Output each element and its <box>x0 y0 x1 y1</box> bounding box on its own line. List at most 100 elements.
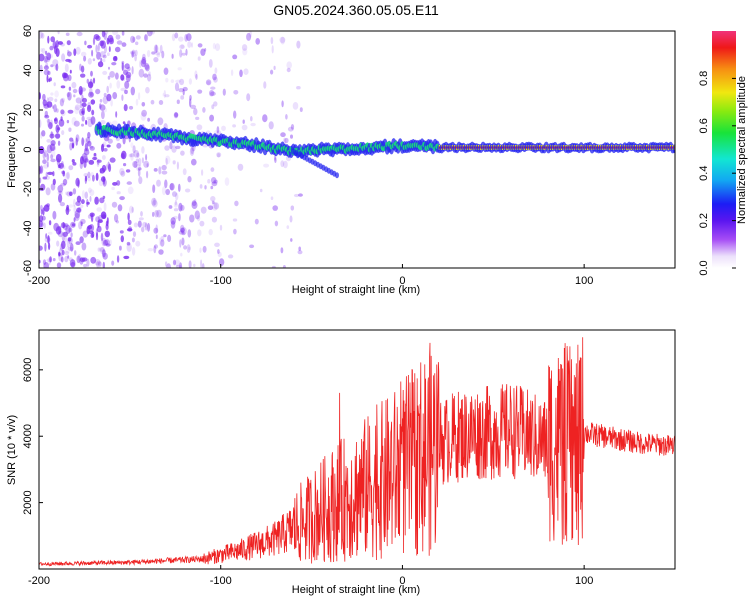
spectrogram-speckle <box>109 82 112 89</box>
spectrogram-speckle <box>232 218 238 222</box>
spectrogram-speckle <box>79 257 84 265</box>
spectrogram-speckle <box>173 201 178 208</box>
spectrogram-speckle <box>296 86 301 90</box>
spectrogram-speckle <box>69 69 72 74</box>
spectrogram-speckle <box>39 119 42 128</box>
spectrogram-speckle <box>91 109 95 116</box>
spectrogram-speckle <box>138 68 145 78</box>
spectrogram-speckle <box>174 112 179 118</box>
spectrogram-speckle <box>173 215 178 220</box>
spectrogram-speckle <box>100 57 103 63</box>
spectrogram-speckle <box>189 214 195 223</box>
spectrogram-speckle <box>189 98 192 107</box>
spectrogram-speckle <box>179 49 183 58</box>
spectrogram-speckle <box>67 92 72 101</box>
spectrogram-speckle <box>284 137 289 144</box>
spectrogram-speckle <box>87 44 93 49</box>
spectrogram-speckle <box>191 201 198 210</box>
spectrogram-speckle <box>180 44 185 49</box>
snr-x-tick-label: -100 <box>210 575 232 587</box>
spectrogram-speckle <box>176 99 180 105</box>
spectrogram-speckle <box>136 164 141 172</box>
spectrogram-speckle <box>97 247 101 252</box>
spectrogram-speckle <box>163 67 169 75</box>
spectrogram-speckle <box>111 201 118 208</box>
spectrogram-speckle <box>42 176 48 180</box>
spectrogram-x-tick-label: 0 <box>399 275 405 287</box>
spectrogram-speckle <box>101 110 105 120</box>
spectrogram-speckle <box>75 46 81 55</box>
spectrogram-speckle <box>270 37 274 45</box>
spectrogram-speckle <box>71 259 75 265</box>
spectrogram-speckle <box>170 220 176 229</box>
spectrogram-speckle <box>50 131 54 136</box>
spectrogram-speckle <box>72 162 77 166</box>
spectrogram-speckle <box>161 164 167 171</box>
spectrogram-speckle <box>222 88 226 96</box>
spectrogram-speckle <box>73 198 76 207</box>
spectrogram-speckle <box>103 92 107 97</box>
spectrogram-speckle <box>101 176 106 182</box>
spectrogram-x-tick-label: -200 <box>28 275 50 287</box>
spectrogram-speckle <box>169 141 173 150</box>
spectrogram-speckle <box>115 72 119 80</box>
spectrogram-speckle <box>41 130 46 137</box>
spectrogram-speckle <box>89 146 95 151</box>
spectrogram-speckle <box>39 177 42 184</box>
spectrogram-speckle <box>70 262 76 268</box>
spectrogram-speckle <box>45 50 48 55</box>
spectrogram-speckle <box>137 220 142 228</box>
spectrogram-speckle <box>121 150 127 160</box>
spectrogram-speckle <box>101 143 105 148</box>
spectrogram-speckle <box>187 41 192 48</box>
spectrogram-speckle <box>109 71 115 78</box>
spectrogram-x-tick-label: -100 <box>210 275 232 287</box>
spectrogram-speckle <box>156 209 162 218</box>
spectrogram-speckle <box>65 224 71 234</box>
spectrogram-speckle <box>167 234 172 242</box>
spectrogram-speckle <box>190 145 194 155</box>
spectrogram-speckle <box>74 212 80 222</box>
spectrogram-speckle <box>90 99 96 105</box>
spectrogram-speckle <box>178 213 181 222</box>
spectrogram-speckle <box>287 126 294 132</box>
spectrogram-speckle <box>112 31 119 36</box>
spectrogram-speckle <box>64 172 70 181</box>
spectrogram-speckle <box>135 240 141 247</box>
spectrogram-speckle <box>173 208 179 212</box>
spectrogram-speckle <box>143 73 148 78</box>
spectrogram-speckle <box>171 53 174 59</box>
spectrogram-speckle <box>39 31 43 39</box>
spectrogram-speckle <box>42 207 45 216</box>
spectrogram-speckle <box>115 220 119 224</box>
spectrogram-speckle <box>86 258 90 267</box>
spectrogram-speckle <box>126 228 133 232</box>
spectrogram-speckle <box>241 124 248 131</box>
spectrogram-speckle <box>154 244 158 249</box>
spectrogram-speckle <box>116 80 121 89</box>
spectrogram-speckle <box>184 34 188 42</box>
spectrogram-speckle <box>230 69 234 76</box>
spectrogram-speckle <box>71 81 77 89</box>
spectrogram-speckle <box>165 155 171 165</box>
spectrogram-y-ticks: -60 -40 -20 0 20 40 60 <box>22 25 43 276</box>
spectrogram-speckle <box>68 59 72 63</box>
spectrogram-speckle <box>189 94 192 101</box>
spectrogram-speckle <box>163 90 166 99</box>
spectrogram-speckle <box>109 157 116 163</box>
spectrogram-speckle <box>101 31 106 38</box>
spectrogram-speckle <box>119 196 125 201</box>
spectrogram-speckle <box>290 134 293 139</box>
spectrogram-speckle <box>120 87 127 92</box>
colorbar-tick-label: 0.4 <box>698 166 710 181</box>
spectrogram-speckle <box>233 228 237 235</box>
spectrogram-speckle <box>76 207 82 213</box>
spectrogram-speckle <box>178 88 184 93</box>
spectrogram-speckle <box>286 61 293 69</box>
spectrogram-speckle <box>285 114 288 120</box>
spectrogram-speckle <box>76 31 83 37</box>
spectrogram-speckle <box>41 215 46 221</box>
spectrogram-speckle <box>73 94 76 98</box>
spectrogram-speckle <box>180 95 185 100</box>
spectrogram-speckle <box>46 101 53 108</box>
